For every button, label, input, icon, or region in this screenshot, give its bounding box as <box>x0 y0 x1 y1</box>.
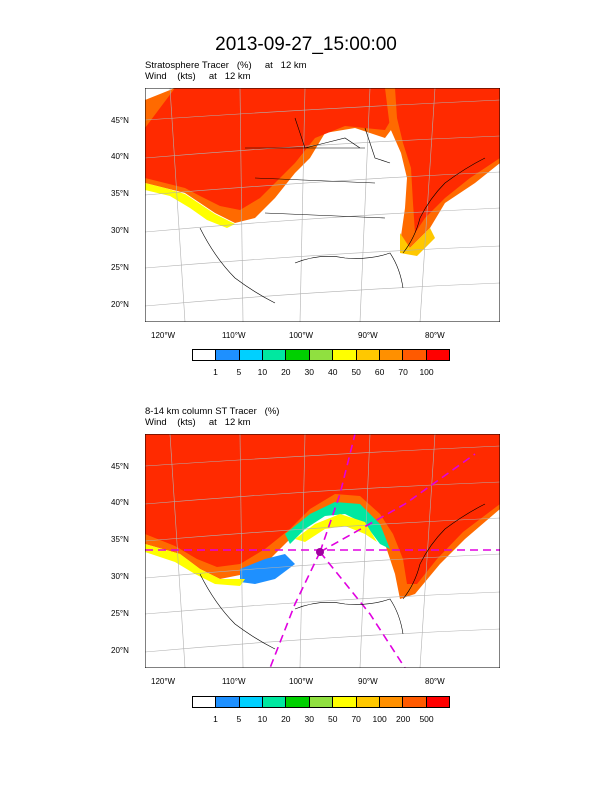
colorbar-label: 60 <box>374 367 385 377</box>
top-colorbar-bin <box>286 350 310 360</box>
bottom-lat-lon-grid <box>145 434 500 668</box>
colorbar-label: 20 <box>281 367 291 377</box>
top-colorbar-bin <box>309 350 334 360</box>
bottom-lat-label-25: 25°N <box>111 609 129 618</box>
top-colorbar-bin <box>403 350 427 360</box>
bottom-colorbar-bin <box>403 697 427 707</box>
bottom-lon-label-90: 90°W <box>358 677 378 686</box>
colorbar-label: 100 <box>372 714 387 724</box>
colorbar-label: 10 <box>257 714 268 724</box>
bottom-trajectory-lines <box>145 434 500 668</box>
bottom-lat-label-20: 20°N <box>111 646 129 655</box>
bottom-lon-label-100: 100°W <box>289 677 314 686</box>
colorbar-label: 5 <box>236 714 242 724</box>
top-tracer-field <box>145 88 500 256</box>
top-map-panel <box>145 88 500 322</box>
colorbar-label: 100 <box>419 367 434 377</box>
bottom-colorbar-bin <box>309 697 334 707</box>
colorbar-label: 50 <box>351 367 361 377</box>
bottom-colorbar-bin <box>263 697 287 707</box>
bottom-lat-label-45: 45°N <box>111 462 129 471</box>
bottom-tracer-field <box>145 434 500 599</box>
bottom-colorbar <box>192 696 450 708</box>
bottom-colorbar-bin <box>356 697 380 707</box>
colorbar-label: 1 <box>213 367 218 377</box>
bottom-colorbar-bin <box>286 697 310 707</box>
top-colorbar-bin <box>239 350 264 360</box>
top-colorbar-bin <box>193 350 217 360</box>
colorbar-label: 50 <box>327 714 338 724</box>
top-lon-label-100: 100°W <box>289 331 314 340</box>
figure-title: 2013-09-27_15:00:00 <box>215 34 397 55</box>
top-lat-label-40: 40°N <box>111 152 129 161</box>
bottom-colorbar-bin <box>216 697 240 707</box>
bottom-colorbar-bin <box>379 697 404 707</box>
colorbar-label: 200 <box>395 714 411 724</box>
bottom-map-panel <box>145 434 500 668</box>
bottom-colorbar-bin <box>333 697 357 707</box>
top-lat-label-45: 45°N <box>111 116 129 125</box>
bottom-subtitle-1: 8-14 km column ST Tracer (%) <box>145 406 280 417</box>
colorbar-label: 30 <box>304 367 314 377</box>
top-lat-label-20: 20°N <box>111 300 129 309</box>
bottom-lat-label-30: 30°N <box>111 572 129 581</box>
colorbar-label: 5 <box>236 367 242 377</box>
colorbar-label: 30 <box>304 714 314 724</box>
top-colorbar-bin <box>356 350 380 360</box>
top-colorbar-bin <box>216 350 240 360</box>
colorbar-label: 20 <box>281 714 291 724</box>
top-lon-label-120: 120°W <box>151 331 176 340</box>
bottom-colorbar-bin <box>193 697 217 707</box>
top-subtitle-1: Stratosphere Tracer (%) at 12 km <box>145 60 307 71</box>
bottom-lon-label-120: 120°W <box>151 677 176 686</box>
colorbar-label: 1 <box>213 714 218 724</box>
bottom-coastlines <box>199 503 486 650</box>
top-colorbar-bin <box>426 350 449 360</box>
bottom-trajectory-origin-marker <box>316 548 324 556</box>
colorbar-label: 40 <box>327 367 338 377</box>
top-colorbar-bin <box>263 350 287 360</box>
top-lat-lon-grid <box>145 88 500 322</box>
top-lon-label-110: 110°W <box>222 331 246 340</box>
bottom-lat-label-40: 40°N <box>111 498 129 507</box>
bottom-lon-label-80: 80°W <box>425 677 445 686</box>
bottom-lon-label-110: 110°W <box>222 677 246 686</box>
top-lon-label-80: 80°W <box>425 331 445 340</box>
bottom-colorbar-bin <box>426 697 449 707</box>
colorbar-label: 70 <box>398 367 408 377</box>
colorbar-label: 70 <box>351 714 361 724</box>
bottom-subtitle-2: Wind (kts) at 12 km <box>145 417 251 428</box>
top-coastlines <box>199 117 486 304</box>
top-lon-label-90: 90°W <box>358 331 378 340</box>
colorbar-label: 500 <box>419 714 434 724</box>
bottom-colorbar-bin <box>239 697 264 707</box>
top-colorbar-bin <box>333 350 357 360</box>
top-lat-label-35: 35°N <box>111 189 129 198</box>
bottom-lat-label-35: 35°N <box>111 535 129 544</box>
top-subtitle-2: Wind (kts) at 12 km <box>145 71 251 82</box>
top-lat-label-25: 25°N <box>111 263 129 272</box>
top-lat-label-30: 30°N <box>111 226 129 235</box>
top-colorbar <box>192 349 450 361</box>
top-colorbar-bin <box>379 350 404 360</box>
colorbar-label: 10 <box>257 367 268 377</box>
